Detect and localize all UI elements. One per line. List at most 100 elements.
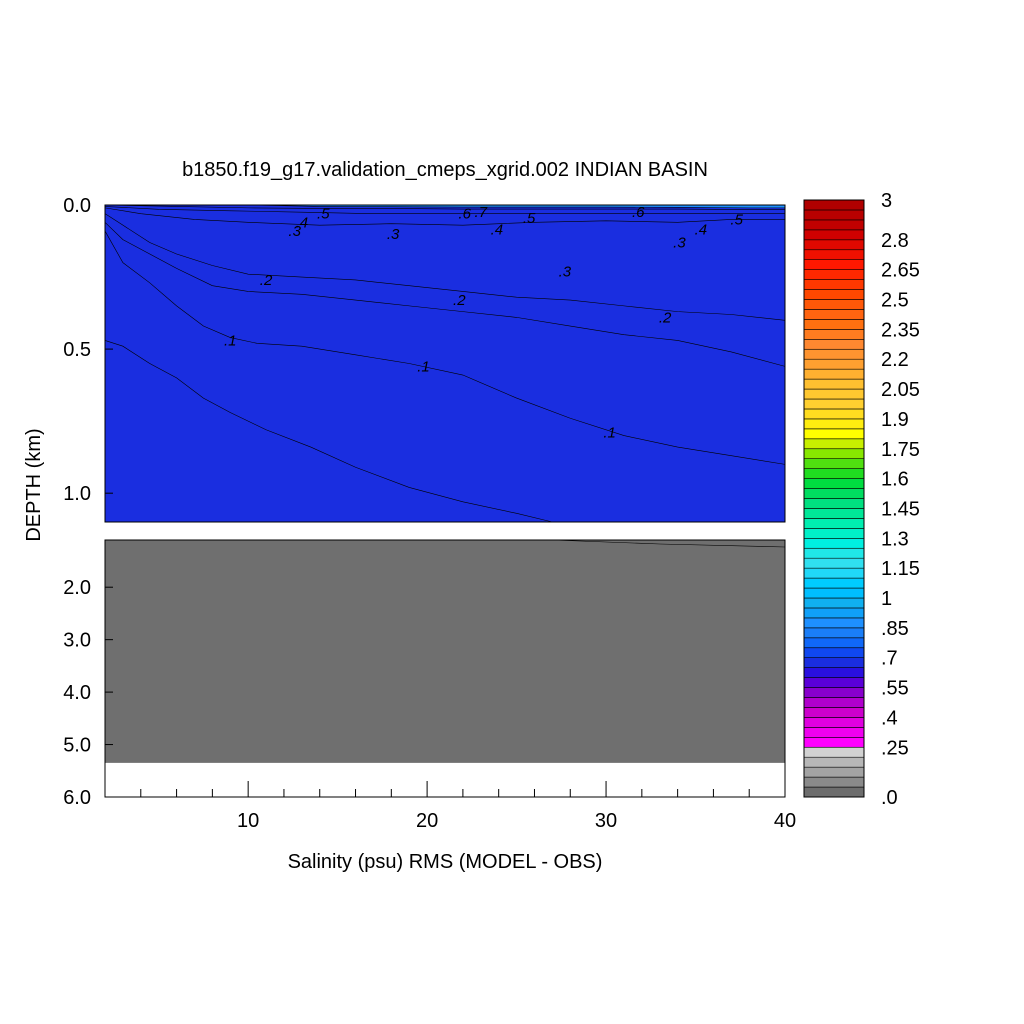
- contour-line-0.05: [104, 340, 553, 523]
- y-tick-label: 0.0: [63, 195, 91, 217]
- colorbar-swatch: [803, 229, 865, 241]
- colorbar-label: .85: [881, 618, 909, 640]
- colorbar-label: 1: [881, 588, 892, 610]
- colorbar-label: 1.3: [881, 528, 909, 550]
- contour-line-0.1: [104, 230, 786, 465]
- colorbar-swatch: [803, 707, 865, 718]
- y-tick-label: 6.0: [63, 787, 91, 809]
- colorbar-label: 1.6: [881, 469, 909, 491]
- colorbar-swatch: [803, 239, 865, 251]
- colorbar-swatch: [803, 727, 865, 738]
- contour-label: .1: [603, 425, 616, 442]
- colorbar-swatch: [803, 667, 865, 678]
- colorbar-swatch: [803, 607, 865, 619]
- contour-label: .5: [730, 211, 743, 228]
- colorbar-swatch: [803, 309, 865, 320]
- colorbar-swatch: [803, 746, 865, 758]
- colorbar-label: .55: [881, 678, 909, 700]
- colorbar-swatch: [803, 736, 865, 748]
- colorbar-swatch: [803, 687, 865, 698]
- contour-label: .4: [695, 221, 708, 238]
- colorbar-label: 1.75: [881, 439, 920, 461]
- colorbar-swatch: [803, 717, 865, 728]
- colorbar-label: 1.9: [881, 409, 909, 431]
- colorbar-swatch: [803, 627, 865, 639]
- colorbar-swatch: [803, 438, 865, 450]
- colorbar-label: .7: [881, 648, 898, 670]
- colorbar-swatch: [803, 388, 865, 400]
- colorbar-swatch: [803, 259, 865, 270]
- colorbar-label: 1.45: [881, 498, 920, 520]
- x-tick-label: 30: [595, 810, 617, 832]
- contour-label: .4: [296, 214, 309, 231]
- colorbar-swatch: [803, 647, 865, 658]
- colorbar-swatch: [803, 697, 865, 708]
- colorbar-label: .4: [881, 707, 898, 729]
- contour-label: .1: [417, 358, 430, 375]
- contour-label: .1: [224, 332, 237, 349]
- colorbar-swatch: [803, 677, 865, 688]
- colorbar-swatch: [803, 458, 865, 469]
- colorbar-swatch: [803, 279, 865, 290]
- colorbar-swatch: [803, 428, 865, 440]
- colorbar-swatch: [803, 249, 865, 260]
- colorbar-swatch: [803, 338, 865, 350]
- contour-line-lower: [552, 539, 786, 548]
- colorbar-swatch: [803, 448, 865, 459]
- colorbar-swatch: [803, 567, 865, 579]
- colorbar-swatch: [803, 547, 865, 559]
- colorbar-swatch: [803, 597, 865, 609]
- contour-label: .6: [458, 206, 471, 223]
- colorbar-swatch: [803, 756, 865, 768]
- y-tick-label: 3.0: [63, 630, 91, 652]
- contour-label: .7: [475, 204, 488, 221]
- x-tick-label: 40: [774, 810, 796, 832]
- x-tick-label: 20: [416, 810, 438, 832]
- upper-panel: .5.6.7.5.6.5.4.3.3.4.4.3.3.2.2.2.1.1.1: [104, 204, 786, 523]
- colorbar-label: .0: [881, 787, 898, 809]
- colorbar-frame: [803, 199, 865, 798]
- colorbar-swatch: [803, 488, 865, 499]
- colorbar: 3 2.8 2.65 2.5 2.35 2.2 2.05 1.9 1.75 1.6 1.45 1.3 1…: [803, 190, 920, 809]
- contour-label: .3: [673, 234, 686, 251]
- contour-label: .2: [659, 309, 672, 326]
- colorbar-swatch: [803, 329, 865, 340]
- contour-label: .3: [559, 263, 572, 280]
- colorbar-swatch: [803, 378, 865, 390]
- colorbar-swatch: [803, 348, 865, 360]
- colorbar-swatch: [803, 199, 865, 211]
- colorbar-swatch: [803, 209, 865, 221]
- y-tick-label: 5.0: [63, 735, 91, 757]
- x-tick-label: 10: [237, 810, 259, 832]
- x-axis-label: Salinity (psu) RMS (MODEL - OBS): [288, 851, 603, 873]
- contour-fill-lower: [105, 540, 785, 763]
- colorbar-label: 2.2: [881, 349, 909, 371]
- contour-line-0.65: [105, 204, 785, 209]
- colorbar-swatch: [803, 478, 865, 489]
- contour-line-0.45: [104, 206, 785, 214]
- y-tick-label: 0.5: [63, 339, 91, 361]
- contour-label: .3: [288, 223, 301, 240]
- colorbar-swatch: [803, 289, 865, 300]
- contour-label: .2: [453, 292, 466, 309]
- contour-line-0.35: [104, 207, 785, 226]
- colorbar-swatch: [803, 408, 865, 420]
- upper-panel-frame: [104, 204, 786, 523]
- colorbar-swatch: [803, 358, 865, 370]
- colorbar-swatch: [803, 617, 865, 629]
- colorbar-swatch: [803, 398, 865, 410]
- colorbar-swatch: [803, 508, 865, 519]
- colorbar-label: 1.15: [881, 558, 920, 580]
- y-axis-label: DEPTH (km): [23, 428, 45, 541]
- y-tick-label: 4.0: [63, 682, 91, 704]
- colorbar-swatch: [803, 637, 865, 649]
- colorbar-swatch: [803, 418, 865, 430]
- lower-panel-frame: [104, 539, 786, 798]
- contour-label: .5: [523, 210, 536, 227]
- colorbar-swatch: [803, 269, 865, 280]
- axes: 0.0 0.5 1.0 2.0 3.0 4.0 5.0 6.0 10 20 30 40: [63, 195, 796, 832]
- contour-label: .6: [632, 204, 645, 221]
- y-tick-label: 2.0: [63, 577, 91, 599]
- colorbar-swatch: [803, 528, 865, 539]
